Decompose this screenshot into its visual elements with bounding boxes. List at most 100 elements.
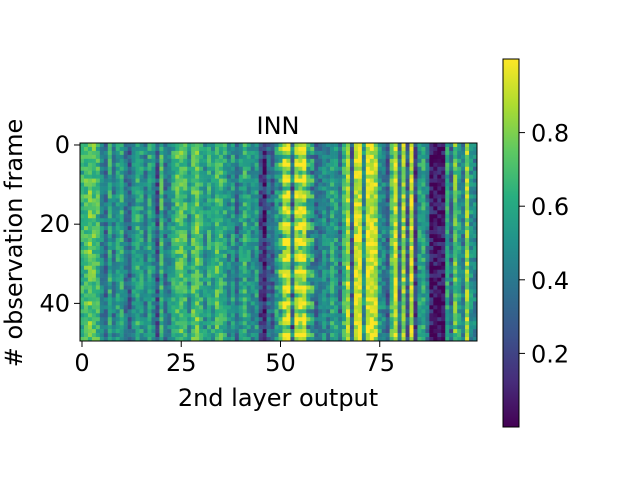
heatmap-cell xyxy=(433,333,438,338)
heatmap-cell xyxy=(123,309,128,314)
heatmap-cell xyxy=(421,281,426,286)
heatmap-cell xyxy=(393,194,398,199)
heatmap-cell xyxy=(377,257,383,263)
heatmap-cell xyxy=(298,234,303,239)
heatmap-cell xyxy=(457,317,462,322)
heatmap-cell xyxy=(306,245,311,251)
heatmap-cell xyxy=(195,154,200,160)
heatmap-cell xyxy=(369,297,375,302)
heatmap-cell xyxy=(175,162,180,168)
heatmap-cell xyxy=(83,337,89,342)
heatmap-cell xyxy=(334,206,339,211)
heatmap-cell xyxy=(361,249,367,255)
heatmap-cell xyxy=(83,143,89,148)
heatmap-cell xyxy=(409,281,414,286)
heatmap-cell xyxy=(80,214,85,219)
heatmap-cell xyxy=(139,194,144,199)
heatmap-cell xyxy=(330,313,335,318)
heatmap-cell xyxy=(195,269,200,274)
heatmap-cell xyxy=(155,329,160,334)
heatmap-cell xyxy=(115,178,120,183)
heatmap-cell xyxy=(270,190,275,195)
heatmap-cell xyxy=(413,158,418,164)
heatmap-cell xyxy=(286,182,291,187)
heatmap-cell xyxy=(99,277,105,282)
heatmap-cell xyxy=(449,313,454,318)
heatmap-cell xyxy=(282,285,287,290)
heatmap-cell xyxy=(405,269,410,274)
heatmap-cell xyxy=(83,317,89,322)
heatmap-cell xyxy=(199,190,204,195)
heatmap-cell xyxy=(87,174,93,179)
heatmap-cell xyxy=(270,158,275,164)
heatmap-cell xyxy=(119,313,124,318)
heatmap-cell xyxy=(211,146,216,152)
heatmap-cell xyxy=(373,313,379,318)
heatmap-cell xyxy=(111,222,117,227)
heatmap-cell xyxy=(473,206,478,211)
heatmap-cell xyxy=(218,226,224,231)
heatmap-cell xyxy=(163,143,168,148)
heatmap-cell xyxy=(111,313,117,318)
heatmap-cell xyxy=(286,222,291,227)
heatmap-cell xyxy=(211,222,216,227)
heatmap-cell xyxy=(230,317,236,322)
heatmap-cell xyxy=(318,190,323,195)
heatmap-cell xyxy=(465,242,470,247)
heatmap-cell xyxy=(342,150,347,156)
heatmap-cell xyxy=(473,162,478,168)
heatmap-cell xyxy=(270,154,275,160)
heatmap-cell xyxy=(318,238,323,243)
heatmap-cell xyxy=(349,242,355,247)
heatmap-cell xyxy=(342,285,347,290)
heatmap-cell xyxy=(369,317,375,322)
heatmap-cell xyxy=(405,325,410,330)
heatmap-cell xyxy=(306,162,311,168)
heatmap-cell xyxy=(334,293,339,298)
heatmap-cell xyxy=(457,305,462,310)
heatmap-cell xyxy=(369,257,375,263)
heatmap-cell xyxy=(286,297,291,302)
heatmap-cell xyxy=(175,174,180,179)
heatmap-cell xyxy=(345,214,351,219)
heatmap-cell xyxy=(131,146,136,152)
heatmap-cell xyxy=(254,242,259,247)
heatmap-cell xyxy=(405,166,410,172)
heatmap-cell xyxy=(465,329,470,334)
heatmap-cell xyxy=(353,249,359,255)
heatmap-cell xyxy=(318,182,323,187)
heatmap-cell xyxy=(453,317,458,322)
heatmap-cell xyxy=(107,170,113,175)
heatmap-cell xyxy=(254,170,259,175)
heatmap-cell xyxy=(123,143,128,148)
heatmap-cell xyxy=(211,202,216,207)
heatmap-cell xyxy=(429,143,434,148)
heatmap-cell xyxy=(218,150,224,156)
heatmap-cell xyxy=(417,218,422,223)
heatmap-cell xyxy=(381,222,386,227)
heatmap-cell xyxy=(453,321,458,326)
heatmap-cell xyxy=(175,321,180,326)
heatmap-cell xyxy=(357,226,363,231)
heatmap-cell xyxy=(187,293,192,298)
heatmap-cell xyxy=(218,337,224,342)
heatmap-cell xyxy=(211,178,216,183)
heatmap-cell xyxy=(286,309,291,314)
heatmap-cell xyxy=(338,321,343,326)
heatmap-cell xyxy=(453,194,458,199)
heatmap-cell xyxy=(405,178,410,183)
heatmap-cell xyxy=(171,194,176,199)
heatmap-cell xyxy=(393,242,398,247)
heatmap-cell xyxy=(393,301,398,306)
heatmap-cell xyxy=(437,285,442,290)
heatmap-cell xyxy=(155,261,160,267)
heatmap-cell xyxy=(214,242,220,247)
heatmap-cell xyxy=(222,269,228,274)
heatmap-cell xyxy=(87,273,93,278)
heatmap-cell xyxy=(314,218,319,223)
heatmap-cell xyxy=(191,293,196,298)
heatmap-cell xyxy=(473,289,478,294)
heatmap-cell xyxy=(473,238,478,243)
heatmap-cell xyxy=(183,329,188,334)
heatmap-cell xyxy=(214,329,220,334)
